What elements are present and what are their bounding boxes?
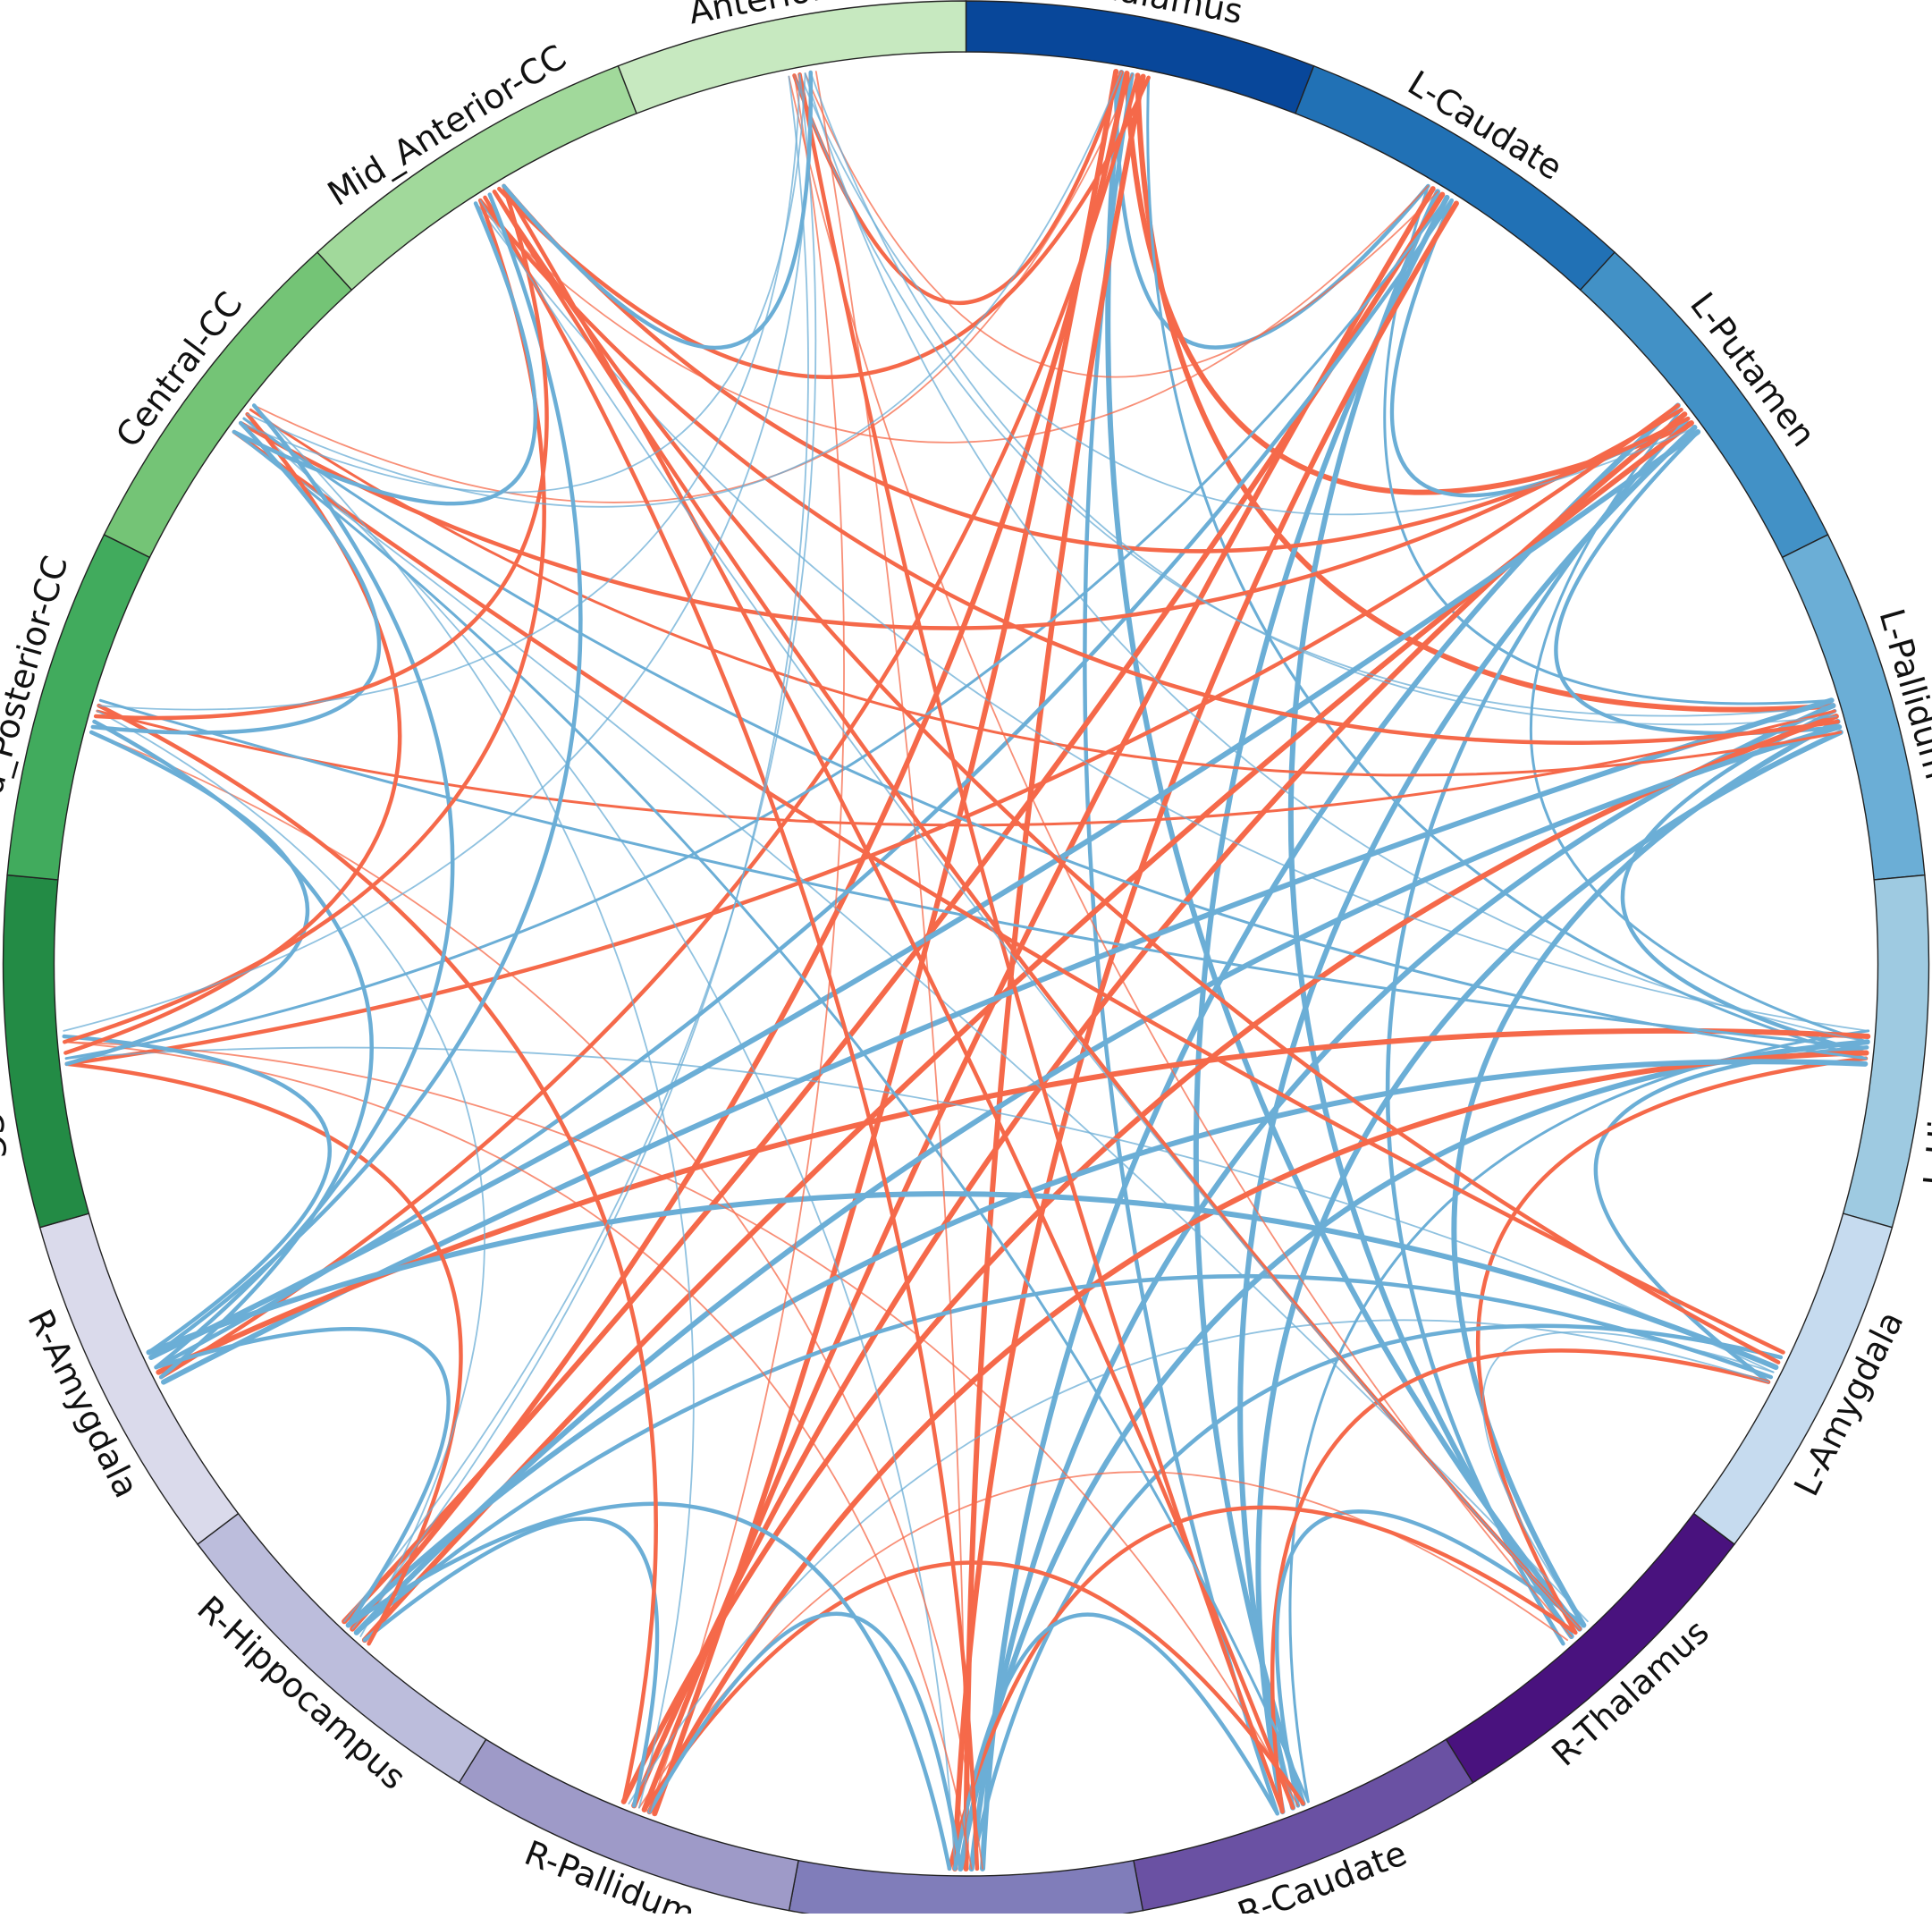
link-lhi-rpa — [646, 1050, 1869, 1815]
link-lpu-ram — [148, 429, 1701, 1360]
link-lpa-ram — [161, 697, 1835, 1385]
link-lpu-rpa — [631, 411, 1688, 1809]
link-lth-rth — [1105, 70, 1582, 1632]
link-rca-pcc — [63, 1041, 1299, 1807]
link-lam-rpa — [628, 1319, 1769, 1805]
link-rth-acc — [788, 75, 1573, 1637]
link-rpu-acc — [814, 71, 967, 1870]
link-rhi-mpc — [96, 710, 485, 1637]
link-rpa-mpc — [97, 703, 658, 1804]
link-lca-lpa — [1383, 184, 1834, 706]
link-mpc-ccc — [90, 420, 382, 735]
link-mac-acc — [502, 70, 813, 351]
link-lpa-rpa — [620, 714, 1839, 1804]
link-lpu-ccc — [238, 408, 1683, 630]
link-acc-rhi — [343, 73, 817, 1623]
link-rpu-rhi — [346, 1501, 952, 1872]
link-lth-acc — [792, 70, 1124, 306]
link-ram-pcc — [62, 1034, 332, 1355]
link-lca-mac — [475, 185, 1430, 444]
link-rpa-acc — [648, 74, 845, 1812]
link-ram-mac — [148, 192, 583, 1360]
link-lca-rpa — [641, 186, 1436, 1812]
link-lpa-ccc — [249, 408, 1843, 777]
link-acc-lpa — [809, 72, 1837, 726]
link-ccc-lth — [246, 72, 1123, 508]
link-ccc-mac — [232, 201, 538, 506]
link-lpu-lpa — [1554, 429, 1842, 736]
link-lpu-mac — [502, 183, 1691, 553]
link-lth-lhi — [1146, 76, 1868, 1060]
link-lpa-acc — [793, 74, 1835, 717]
link-lca-rth — [1287, 189, 1574, 1640]
link-lth-rca — [1083, 72, 1279, 1816]
link-mpc-mac — [93, 183, 549, 721]
link-lth-mac — [497, 75, 1151, 379]
link-lam-rth — [1481, 1331, 1775, 1626]
link-ccc-acc — [240, 72, 806, 494]
link-lpu-rth — [1385, 416, 1691, 1646]
link-lhi-rhi — [345, 1059, 1869, 1628]
link-lhi-ccc — [242, 417, 1868, 1060]
link-rhi-acc — [351, 75, 809, 1630]
link-pcc-mpc — [64, 730, 310, 1067]
link-lpa-rca — [1255, 729, 1843, 1815]
link-lpa-rpu — [968, 703, 1836, 1872]
ring-segment-acc — [617, 0, 967, 114]
link-rpu-pcc — [63, 1041, 973, 1870]
link-rca-rpa — [642, 1560, 1305, 1812]
link-rth-rca — [1275, 1509, 1586, 1808]
link-lam-mac — [492, 190, 1781, 1365]
link-rpa-rhi — [362, 1517, 660, 1808]
link-lhi-rpu — [958, 1039, 1870, 1872]
link-lca-rpu — [952, 200, 1459, 1872]
link-rpu-mac — [483, 195, 980, 1872]
link-rhi-ram — [154, 1326, 451, 1627]
link-lam-ccc — [232, 429, 1785, 1355]
link-lam-rpu — [969, 1323, 1784, 1872]
link-lpa-rth — [1451, 719, 1841, 1628]
link-lam-rca — [1270, 1348, 1771, 1814]
link-lam-rhi — [354, 1273, 1774, 1635]
link-lpu-pcc — [64, 403, 1681, 1067]
link-ram-ccc — [154, 403, 455, 1370]
links-layer — [62, 68, 1871, 1872]
link-rhi-pcc — [64, 1061, 463, 1646]
link-lpu-rca — [1237, 425, 1698, 1811]
link-rca-rpu — [952, 1612, 1279, 1872]
link-lth-rhi — [350, 71, 1130, 1632]
link-lpu-acc — [798, 73, 1696, 516]
link-lca-ram — [154, 198, 1454, 1370]
link-lpa-mac — [478, 198, 1840, 745]
link-rpu-rpa — [647, 1611, 963, 1872]
link-rpa-ccc — [253, 404, 695, 1809]
link-rca-mac — [502, 183, 1295, 1810]
link-lhi-acc — [804, 72, 1869, 1043]
link-lam-ram — [146, 1191, 1779, 1371]
link-pcc-acc — [63, 72, 812, 1032]
link-lpa-rhi — [353, 723, 1843, 1635]
link-mac-rth — [479, 199, 1581, 1630]
link-mpc-acc — [97, 73, 801, 711]
link-lpa-lhi — [1620, 708, 1869, 1055]
link-lca-rca — [1193, 194, 1450, 1807]
link-lam-pcc — [65, 1046, 1775, 1373]
link-rca-acc — [797, 72, 1285, 1814]
link-rca-ccc — [232, 430, 1310, 1804]
link-rpu-ccc — [243, 418, 957, 1870]
link-lca-acc — [804, 72, 1438, 378]
link-lhi-rth — [1475, 1056, 1869, 1635]
